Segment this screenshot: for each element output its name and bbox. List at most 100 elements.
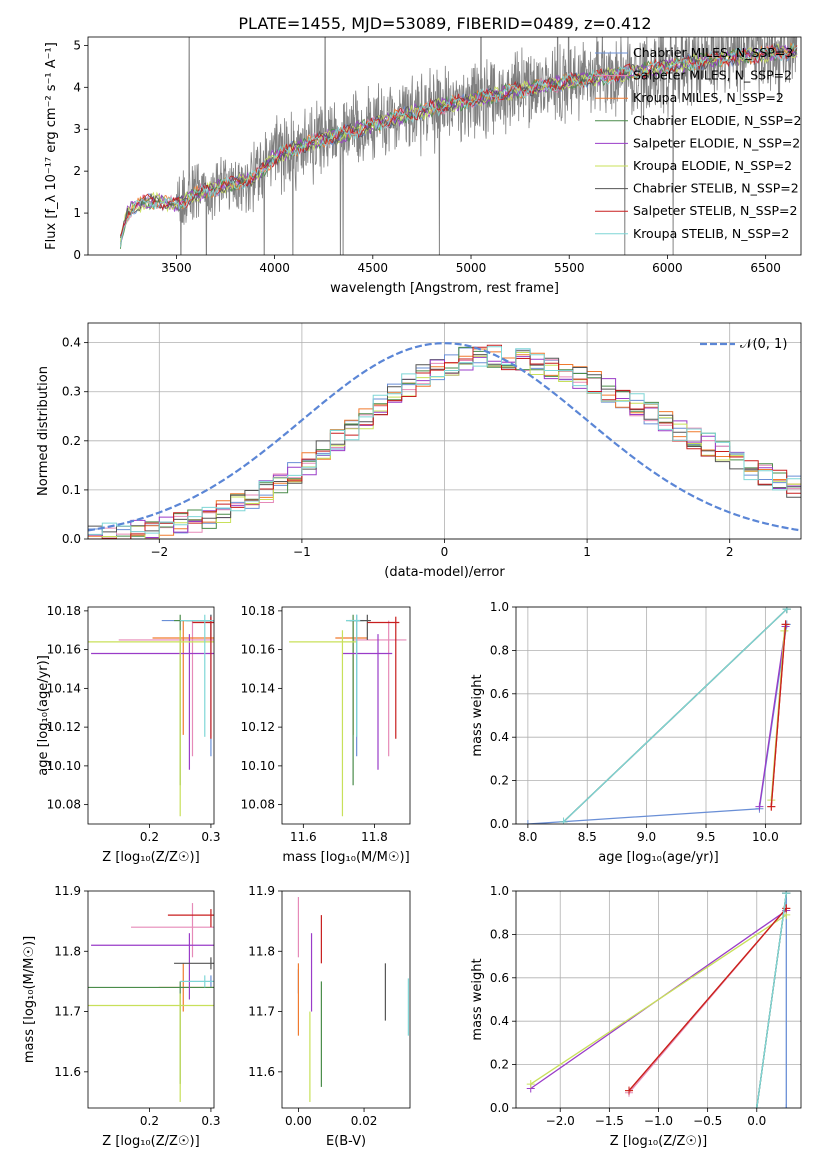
histogram-salpeter-stelib <box>88 344 801 539</box>
mass-weight-vs-metallicity-panel: −2.0 −1.5 −1.0 −0.5 0.0 0.0 0.2 0.4 0.6 0.8 1.0 Z [… <box>470 884 802 1149</box>
x-axis-label: Z [log₁₀(Z/Z☉)] <box>102 1134 199 1149</box>
legend-label: Chabrier ELODIE, N_SSP=2 <box>633 113 802 128</box>
y-tick-label: 10.16 <box>47 643 81 657</box>
weight-marker-chabrier-miles <box>523 820 532 824</box>
y-tick-label: 10.12 <box>47 720 81 734</box>
weight-marker-salpeter-stelib <box>767 802 776 811</box>
x-tick-label: −2.0 <box>546 1114 575 1128</box>
x-tick-label: 3500 <box>161 261 192 275</box>
y-tick-label: 10.08 <box>47 798 81 812</box>
mass-weight-lines <box>526 891 791 1108</box>
model-spectra-group <box>119 42 798 249</box>
y-tick-label: 0.4 <box>62 336 81 350</box>
x-tick-label: 6500 <box>750 261 781 275</box>
age-vs-mass-panel: 11.6 11.8 10.08 10.10 10.12 10.14 10.16 10.18 ma… <box>241 604 411 865</box>
x-axis-label: mass [log₁₀(M/M☉)] <box>282 850 409 865</box>
x-tick-label: 2 <box>726 545 734 559</box>
y-tick-label: 10.10 <box>241 759 275 773</box>
weight-marker-kroupa-stelib <box>752 1104 761 1108</box>
y-tick-label: 0.3 <box>62 385 81 399</box>
axes-frame <box>281 606 411 825</box>
y-axis-label: mass weight <box>470 674 485 756</box>
y-tick-label: 0.0 <box>490 817 509 831</box>
weight-line-salpeter-elodie <box>758 626 787 807</box>
x-tick-label: 1 <box>583 545 591 559</box>
x-axis-label: Z [log₁₀(Z/Z☉)] <box>610 1134 707 1149</box>
y-tick-label: 0.1 <box>62 483 81 497</box>
errorbar-group <box>88 614 214 817</box>
y-tick-label: 2 <box>73 164 81 178</box>
axes-frame <box>87 36 802 256</box>
errorbar-group <box>297 897 409 1102</box>
y-tick-label: 10.10 <box>47 759 81 773</box>
errorbar-group <box>88 903 214 1102</box>
y-tick-label: 11.7 <box>248 1005 275 1019</box>
x-axis-label: E(B-V) <box>326 1134 366 1149</box>
legend-label: Kroupa ELODIE, N_SSP=2 <box>633 158 792 173</box>
y-tick-label: 11.8 <box>248 944 275 958</box>
y-tick-label: 0.2 <box>62 434 81 448</box>
x-tick-label: 0.00 <box>285 1114 312 1128</box>
spectrum-panel: 3500 4000 4500 5000 5500 6000 6500 0 1 2 3 4 5 wavele… <box>44 36 802 296</box>
figure-title: PLATE=1455, MJD=53089, FIBERID=0489, z=0… <box>238 14 651 33</box>
x-tick-label: −0.5 <box>693 1114 722 1128</box>
legend-label: 𝒩(0, 1) <box>740 337 787 352</box>
mass-weight-vs-age-panel: 8.0 8.5 9.0 9.5 10.0 0.0 0.2 0.4 0.6 0.8 1.0 age [l… <box>470 600 802 865</box>
legend-label: Salpeter ELODIE, N_SSP=2 <box>633 135 800 150</box>
x-tick-label: 0 <box>441 545 449 559</box>
legend-label: Kroupa MILES, N_SSP=2 <box>633 90 784 105</box>
weight-marker-kroupa-stelib <box>782 607 791 614</box>
spectrum-legend: Chabrier MILES, N_SSP=3 Salpeter MILES, N… <box>595 45 802 241</box>
y-tick-label: 1.0 <box>490 600 509 614</box>
y-tick-label: 0.2 <box>490 1058 509 1072</box>
x-tick-label: 9.0 <box>637 830 656 844</box>
x-axis-label: wavelength [Angstrom, rest frame] <box>330 281 559 296</box>
x-tick-label: 0.02 <box>351 1114 378 1128</box>
y-axis-label: mass [log₁₀(M/M☉)] <box>22 936 37 1063</box>
weight-marker-kroupa-stelib <box>559 817 568 824</box>
y-tick-label: 1 <box>73 206 81 220</box>
x-tick-label: −1 <box>293 545 311 559</box>
observed-spectrum-group <box>120 37 798 255</box>
weight-line-kroupa-stelib <box>563 608 788 823</box>
histogram-kroupa-stelib <box>88 346 801 535</box>
model-spectrum-chabrier-stelib <box>119 42 798 238</box>
x-tick-label: 0.3 <box>201 830 220 844</box>
y-tick-label: 0.2 <box>490 774 509 788</box>
weight-marker-salpeter-stelib <box>625 1086 634 1095</box>
weight-marker-salpeter-stelib <box>781 620 790 629</box>
y-axis-label: Normed distribution <box>36 366 51 496</box>
y-tick-label: 11.7 <box>54 1005 81 1019</box>
axes-frame <box>87 890 215 1109</box>
y-tick-label: 10.18 <box>241 604 275 618</box>
weight-marker-kroupa-stelib <box>782 891 791 898</box>
y-tick-label: 11.6 <box>54 1065 81 1079</box>
y-tick-label: 0.8 <box>490 643 509 657</box>
x-tick-label: 11.6 <box>290 830 317 844</box>
weight-line-chabrier-miles <box>527 624 788 824</box>
y-axis-label: mass weight <box>470 958 485 1040</box>
y-tick-label: 0.4 <box>490 1014 509 1028</box>
axes-frame <box>515 606 802 825</box>
model-spectrum-salpeter-stelib <box>119 43 798 236</box>
axes-frame <box>515 890 802 1109</box>
x-tick-label: 0.0 <box>747 1114 766 1128</box>
x-axis-label: (data-model)/error <box>384 565 505 580</box>
y-tick-label: 10.08 <box>241 798 275 812</box>
y-tick-label: 0.6 <box>490 687 509 701</box>
weight-marker-salpeter-elodie <box>755 802 764 811</box>
legend-label: Salpeter MILES, N_SSP=2 <box>633 68 792 83</box>
y-tick-label: 0.4 <box>490 730 509 744</box>
observed-spectrum-line <box>120 37 798 255</box>
y-tick-label: 0.0 <box>490 1101 509 1115</box>
x-tick-label: 0.2 <box>140 830 159 844</box>
y-tick-label: 10.12 <box>241 720 275 734</box>
y-tick-label: 0.6 <box>490 971 509 985</box>
x-tick-label: 6000 <box>652 261 683 275</box>
weight-line-salpeter-stelib <box>628 907 787 1092</box>
x-tick-label: 0.3 <box>201 1114 220 1128</box>
weight-marker-kroupa-elodie <box>526 1080 535 1089</box>
y-tick-label: 10.16 <box>241 643 275 657</box>
y-tick-label: 3 <box>73 122 81 136</box>
